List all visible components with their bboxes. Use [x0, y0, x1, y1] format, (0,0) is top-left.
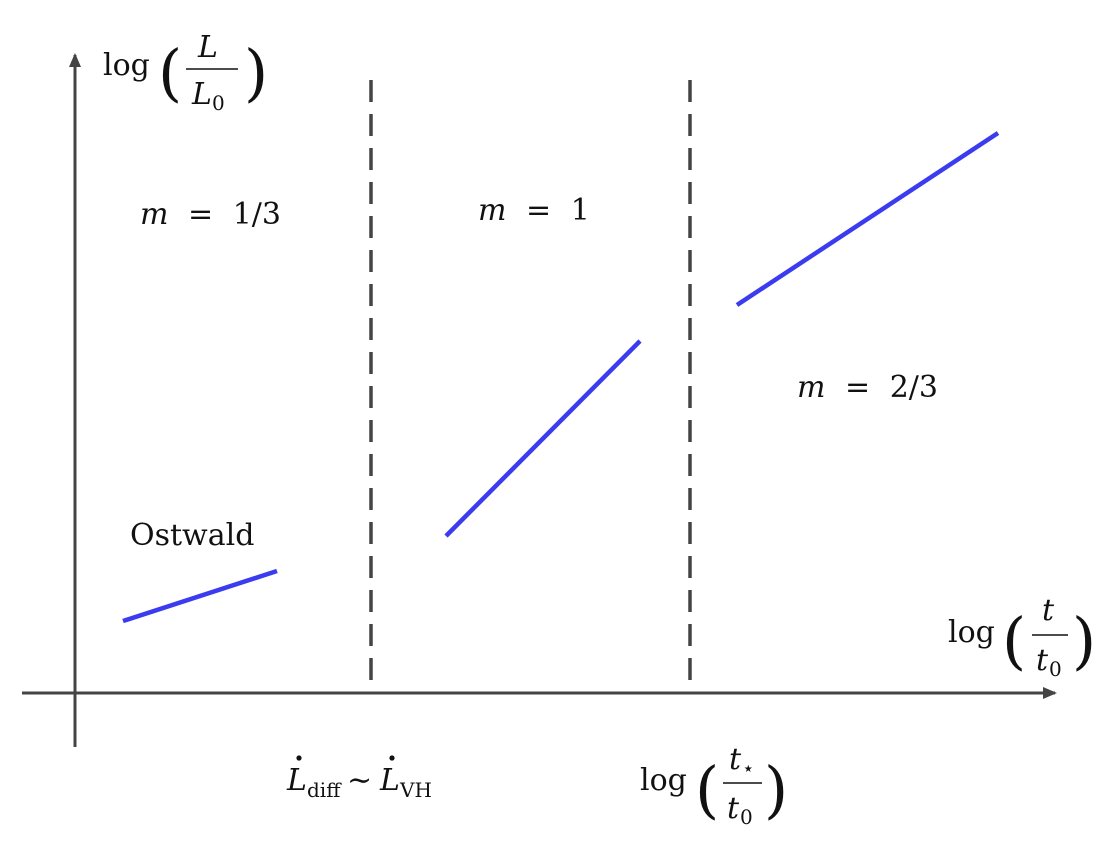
- region-1-value: 1/3: [233, 197, 281, 232]
- boundary-1-rhs: L: [379, 763, 400, 798]
- boundary-2-open-paren: (: [695, 753, 719, 826]
- boundary-1-lhs-dot: [296, 755, 302, 761]
- x-label-denominator-sub: 0: [1049, 657, 1062, 681]
- boundary-1-rhs-sub: VH: [399, 778, 432, 802]
- boundary-2-denominator-sub: 0: [740, 805, 753, 829]
- x-label-denominator: t: [1036, 643, 1049, 678]
- y-label-close-paren: ): [244, 36, 268, 109]
- y-axis-label: log ( L L 0 ): [103, 30, 268, 115]
- boundary-2-close-paren: ): [764, 753, 788, 826]
- x-label-numerator: t: [1042, 593, 1055, 628]
- x-label-close-paren: ): [1072, 604, 1096, 677]
- m1-segment: [444, 339, 642, 538]
- region-2-value: 1: [571, 193, 590, 228]
- svg-text:m = 1/3: m = 1/3: [140, 197, 281, 232]
- x-label-open-paren: (: [1002, 604, 1026, 677]
- region-1-eq: =: [188, 197, 213, 232]
- boundary-2-numerator: t: [729, 742, 742, 777]
- boundary-2-numerator-sub: ⋆: [742, 756, 755, 780]
- ostwald-label: Ostwald: [130, 518, 254, 553]
- region-2-m: m: [478, 193, 506, 228]
- boundary-2-label: log ( t ⋆ t 0 ): [640, 742, 788, 829]
- boundary-1-relation: ∼: [347, 763, 372, 798]
- y-label-log: log: [103, 48, 150, 83]
- svg-text:m = 1: m = 1: [478, 193, 590, 228]
- y-label-denominator: L: [191, 77, 212, 112]
- region-label-left: m = 1/3: [140, 197, 281, 232]
- x-axis-label: log ( t t 0 ): [948, 593, 1096, 681]
- boundary-1-rhs-dot: [389, 755, 395, 761]
- boundary-2-denominator: t: [727, 791, 740, 826]
- region-label-right: m = 2/3: [797, 370, 938, 405]
- x-label-log: log: [948, 615, 995, 650]
- svg-text:m = 2/3: m = 2/3: [797, 370, 938, 405]
- boundary-1-lhs-sub: diff: [307, 778, 342, 802]
- boundary-1-lhs: L: [286, 763, 307, 798]
- boundary-2-log: log: [640, 763, 687, 798]
- y-label-denominator-sub: 0: [212, 91, 225, 115]
- region-3-value: 2/3: [890, 370, 938, 405]
- region-3-eq: =: [845, 370, 870, 405]
- region-2-eq: =: [526, 193, 551, 228]
- y-label-numerator: L: [197, 30, 218, 65]
- region-1-m: m: [140, 197, 168, 232]
- region-label-middle: m = 1: [478, 193, 590, 228]
- m23-segment: [735, 131, 1000, 307]
- y-label-open-paren: (: [158, 36, 182, 109]
- ostwald-segment: [122, 568, 278, 624]
- region-3-m: m: [797, 370, 825, 405]
- boundary-1-label: L diff ∼ L VH: [286, 755, 432, 802]
